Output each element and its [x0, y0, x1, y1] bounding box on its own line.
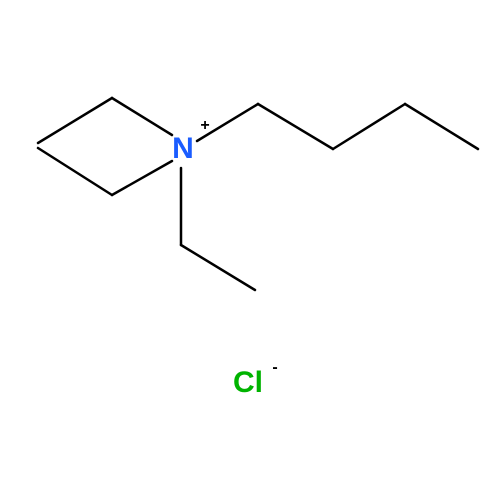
chlorine-charge: - [272, 360, 277, 376]
chlorine-atom: Cl [233, 368, 263, 398]
bond [38, 98, 112, 143]
bond [258, 104, 333, 149]
bond [333, 104, 405, 149]
nitrogen-charge: + [200, 118, 209, 134]
bond [405, 104, 478, 149]
bond [112, 161, 172, 195]
bond [181, 245, 255, 290]
nitrogen-atom: N [172, 134, 194, 164]
bond [112, 98, 172, 135]
bond [38, 148, 112, 195]
bond-layer [0, 0, 500, 500]
molecule-diagram: N + Cl - [0, 0, 500, 500]
